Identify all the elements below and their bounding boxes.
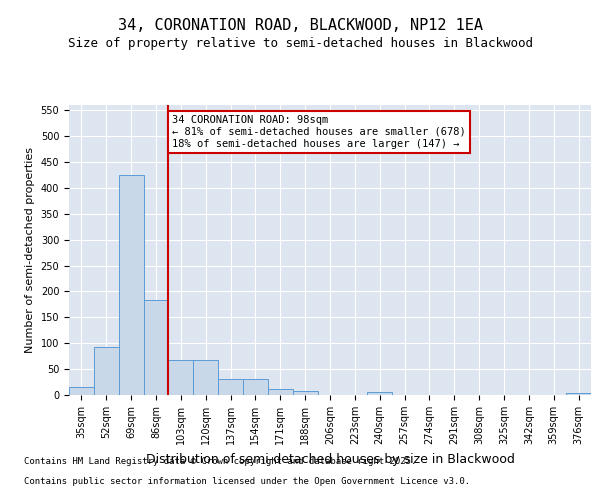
Text: Contains HM Land Registry data © Crown copyright and database right 2025.: Contains HM Land Registry data © Crown c… bbox=[24, 458, 416, 466]
Bar bbox=[367, 392, 392, 395]
Text: Contains public sector information licensed under the Open Government Licence v3: Contains public sector information licen… bbox=[24, 478, 470, 486]
X-axis label: Distribution of semi-detached houses by size in Blackwood: Distribution of semi-detached houses by … bbox=[146, 452, 514, 466]
Bar bbox=[94, 347, 119, 395]
Text: 34, CORONATION ROAD, BLACKWOOD, NP12 1EA: 34, CORONATION ROAD, BLACKWOOD, NP12 1EA bbox=[118, 18, 482, 32]
Bar bbox=[193, 360, 218, 395]
Bar bbox=[119, 175, 143, 395]
Bar bbox=[69, 387, 94, 395]
Bar bbox=[169, 360, 193, 395]
Text: 34 CORONATION ROAD: 98sqm
← 81% of semi-detached houses are smaller (678)
18% of: 34 CORONATION ROAD: 98sqm ← 81% of semi-… bbox=[172, 116, 466, 148]
Bar bbox=[218, 380, 243, 395]
Bar bbox=[243, 380, 268, 395]
Text: Size of property relative to semi-detached houses in Blackwood: Size of property relative to semi-detach… bbox=[67, 38, 533, 51]
Bar bbox=[143, 300, 169, 395]
Y-axis label: Number of semi-detached properties: Number of semi-detached properties bbox=[25, 147, 35, 353]
Bar bbox=[293, 392, 317, 395]
Bar bbox=[268, 389, 293, 395]
Bar bbox=[566, 393, 591, 395]
